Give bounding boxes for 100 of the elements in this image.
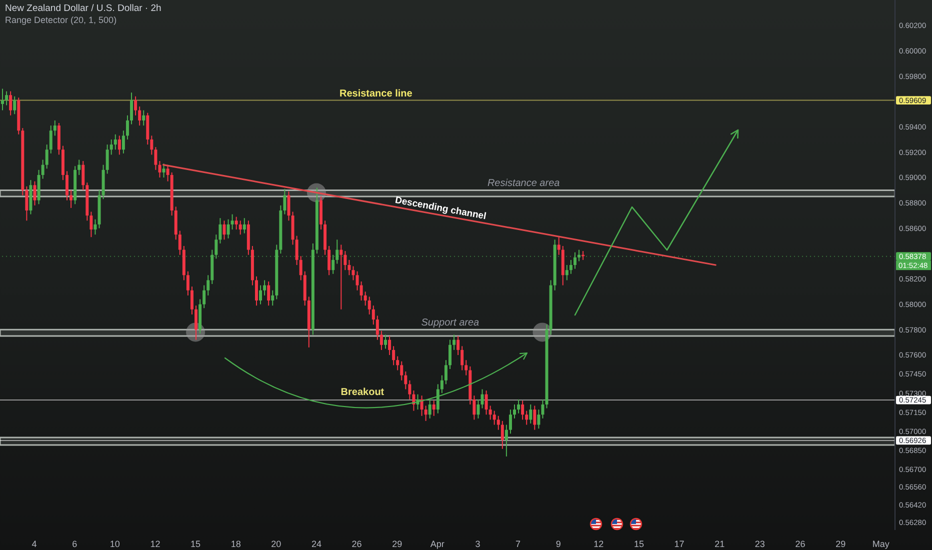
candlestick <box>25 186 28 222</box>
x-tick-label: May <box>872 539 890 549</box>
candlestick <box>408 380 412 400</box>
candlestick <box>392 346 396 366</box>
candlestick <box>336 239 339 264</box>
candlestick <box>340 244 343 310</box>
candlestick <box>138 106 142 126</box>
candlestick <box>94 218 97 236</box>
chart-title: New Zealand Dollar / U.S. Dollar · 2h <box>5 3 162 14</box>
candlestick <box>110 138 113 156</box>
candlestick <box>376 315 379 340</box>
x-tick-label: 15 <box>190 539 201 549</box>
candlestick <box>13 96 16 115</box>
x-tick-label: 18 <box>230 539 241 549</box>
candlestick <box>521 400 524 420</box>
candlestick <box>448 339 452 370</box>
candlestick <box>271 290 274 306</box>
candlestick <box>90 211 93 238</box>
candlestick <box>328 245 331 276</box>
candlestick <box>158 160 162 178</box>
candlestick <box>436 384 440 414</box>
x-tick-label: 7 <box>516 539 521 549</box>
band-label: Resistance area <box>487 178 560 190</box>
candlestick <box>45 144 48 170</box>
band-label: Support area <box>421 318 480 329</box>
x-tick-label: 23 <box>754 539 765 549</box>
candlestick <box>150 135 154 156</box>
candlestick <box>533 405 536 430</box>
candlestick <box>283 188 286 215</box>
candlestick <box>364 291 367 306</box>
candlestick <box>9 90 12 116</box>
x-tick-label: 20 <box>271 539 282 549</box>
candlestick <box>404 371 408 390</box>
x-tick-label: 29 <box>836 539 846 549</box>
candlestick <box>348 259 351 276</box>
candlestick <box>492 410 496 426</box>
candlestick <box>206 274 210 296</box>
candlestick <box>480 388 484 409</box>
candlestick <box>496 415 500 430</box>
candlestick <box>5 90 8 106</box>
candlestick <box>194 305 198 340</box>
candlestick <box>106 144 109 174</box>
x-tick-label: 15 <box>634 539 644 549</box>
candlestick <box>573 252 576 270</box>
candlestick <box>541 398 544 419</box>
candlestick <box>452 334 456 350</box>
candlestick <box>214 234 218 260</box>
candlestick <box>178 230 182 256</box>
candlestick <box>299 256 302 281</box>
candlestick <box>500 420 504 450</box>
candlestick <box>70 190 73 208</box>
x-tick-label: 10 <box>110 539 120 549</box>
candlestick <box>400 360 404 381</box>
candlestick <box>254 276 258 306</box>
candlestick <box>202 284 206 309</box>
candlestick <box>222 220 226 240</box>
candlestick <box>230 214 234 230</box>
candlestick <box>517 398 520 414</box>
x-tick-label: 29 <box>392 539 402 549</box>
candlestick <box>529 404 532 424</box>
candlestick <box>565 264 568 281</box>
candlestick <box>226 218 230 239</box>
candlestick <box>344 250 347 271</box>
candlestick <box>82 160 85 191</box>
candlestick <box>388 336 392 356</box>
candlestick <box>190 286 194 315</box>
candlestick <box>356 270 359 291</box>
x-tick-label: 3 <box>475 539 480 549</box>
candlestick <box>578 249 581 262</box>
annotation: Breakout <box>340 386 385 398</box>
candlestick <box>78 159 81 176</box>
candlestick <box>513 404 516 419</box>
candlestick <box>49 125 52 154</box>
candlestick <box>33 180 36 206</box>
candlestick <box>259 284 262 305</box>
x-tick-label: 17 <box>674 539 684 549</box>
candlestick <box>360 280 363 301</box>
candlestick <box>66 170 69 201</box>
candlestick <box>352 266 355 281</box>
candlestick <box>428 398 432 419</box>
candlestick <box>476 398 480 419</box>
candlestick <box>242 218 246 234</box>
candlestick <box>41 159 44 180</box>
candlestick <box>424 405 428 422</box>
candlestick <box>238 220 242 236</box>
candlestick <box>332 254 335 274</box>
candlestick <box>118 135 121 156</box>
candlestick <box>488 405 492 420</box>
candlestick <box>218 218 222 244</box>
candlestick <box>472 395 476 420</box>
candlestick <box>504 424 508 457</box>
candlestick <box>295 235 298 266</box>
candlestick <box>557 236 560 256</box>
candlestick <box>537 409 540 430</box>
x-tick-label: 21 <box>714 539 725 549</box>
candlestick <box>162 163 166 178</box>
candlestick <box>287 190 290 222</box>
candlestick <box>372 305 375 326</box>
x-tick-label: 4 <box>32 539 37 549</box>
candlestick <box>267 280 270 306</box>
